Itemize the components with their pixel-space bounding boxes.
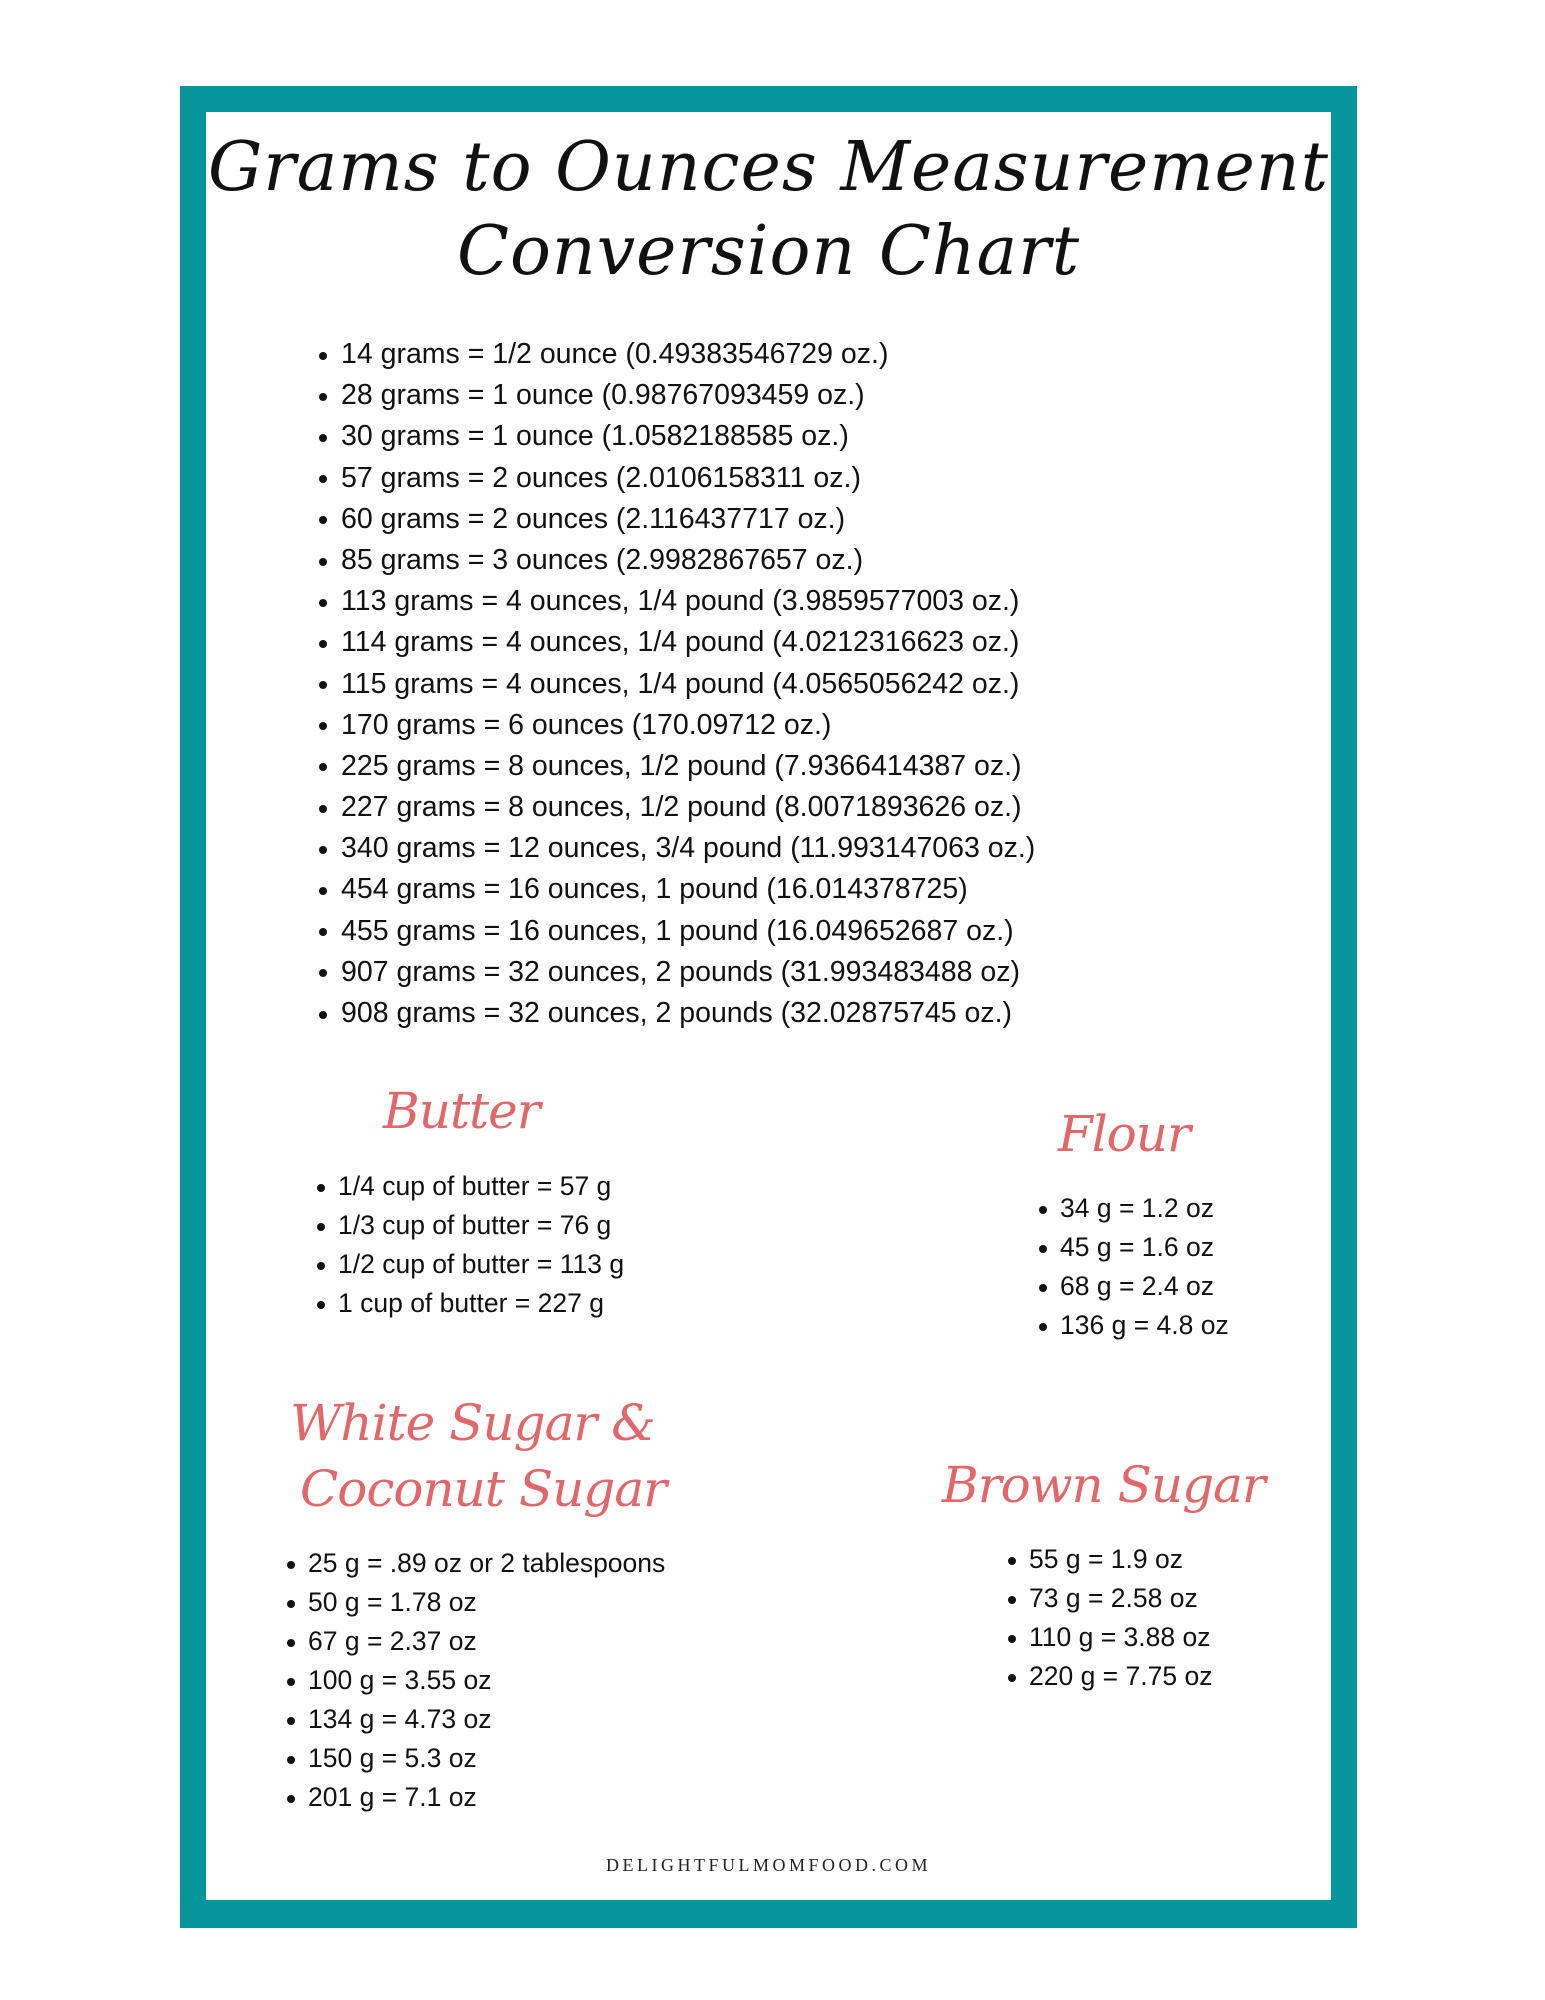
list-item: 85 grams = 3 ounces (2.9982867657 oz.) [318, 540, 1035, 581]
white-sugar-heading-line2: Coconut Sugar [300, 1460, 667, 1518]
list-item: 227 grams = 8 ounces, 1/2 pound (8.00718… [318, 787, 1035, 828]
list-item: 225 grams = 8 ounces, 1/2 pound (7.93664… [318, 746, 1035, 787]
white-sugar-heading-line1: White Sugar & [290, 1394, 656, 1452]
white-sugar-list: 25 g = .89 oz or 2 tablespoons 50 g = 1.… [286, 1544, 665, 1817]
list-item: 454 grams = 16 ounces, 1 pound (16.01437… [318, 869, 1035, 910]
list-item: 100 g = 3.55 oz [286, 1661, 665, 1700]
list-item: 60 grams = 2 ounces (2.116437717 oz.) [318, 499, 1035, 540]
page-title-line2: Conversion Chart [456, 212, 1081, 291]
list-item: 30 grams = 1 ounce (1.0582188585 oz.) [318, 416, 1035, 457]
list-item: 50 g = 1.78 oz [286, 1583, 665, 1622]
list-item: 1/4 cup of butter = 57 g [316, 1167, 624, 1206]
list-item: 1 cup of butter = 227 g [316, 1284, 624, 1323]
conversion-list: 14 grams = 1/2 ounce (0.49383546729 oz.)… [318, 334, 1035, 1034]
list-item: 57 grams = 2 ounces (2.0106158311 oz.) [318, 458, 1035, 499]
list-item: 220 g = 7.75 oz [1007, 1657, 1212, 1696]
list-item: 110 g = 3.88 oz [1007, 1618, 1212, 1657]
list-item: 170 grams = 6 ounces (170.09712 oz.) [318, 705, 1035, 746]
list-item: 455 grams = 16 ounces, 1 pound (16.04965… [318, 911, 1035, 952]
brown-sugar-heading: Brown Sugar [942, 1456, 1266, 1514]
list-item: 201 g = 7.1 oz [286, 1778, 665, 1817]
list-item: 25 g = .89 oz or 2 tablespoons [286, 1544, 665, 1583]
list-item: 55 g = 1.9 oz [1007, 1540, 1212, 1579]
list-item: 68 g = 2.4 oz [1039, 1267, 1229, 1306]
list-item: 34 g = 1.2 oz [1039, 1189, 1229, 1228]
list-item: 45 g = 1.6 oz [1039, 1228, 1229, 1267]
page-card [206, 112, 1331, 1900]
list-item: 14 grams = 1/2 ounce (0.49383546729 oz.) [318, 334, 1035, 375]
list-item: 136 g = 4.8 oz [1039, 1306, 1229, 1345]
list-item: 340 grams = 12 ounces, 3/4 pound (11.993… [318, 828, 1035, 869]
list-item: 113 grams = 4 ounces, 1/4 pound (3.98595… [318, 581, 1035, 622]
butter-list: 1/4 cup of butter = 57 g 1/3 cup of butt… [316, 1167, 624, 1323]
list-item: 114 grams = 4 ounces, 1/4 pound (4.02123… [318, 622, 1035, 663]
list-item: 150 g = 5.3 oz [286, 1739, 665, 1778]
list-item: 908 grams = 32 ounces, 2 pounds (32.0287… [318, 993, 1035, 1034]
list-item: 907 grams = 32 ounces, 2 pounds (31.9934… [318, 952, 1035, 993]
butter-heading: Butter [383, 1082, 541, 1140]
page-title-line1: Grams to Ounces Measurement [207, 128, 1330, 207]
list-item: 1/2 cup of butter = 113 g [316, 1245, 624, 1284]
list-item: 134 g = 4.73 oz [286, 1700, 665, 1739]
website-footer: DELIGHTFULMOMFOOD.COM [605, 1855, 931, 1875]
flour-list: 34 g = 1.2 oz 45 g = 1.6 oz 68 g = 2.4 o… [1039, 1189, 1229, 1345]
brown-sugar-list: 55 g = 1.9 oz 73 g = 2.58 oz 110 g = 3.8… [1007, 1540, 1212, 1696]
flour-heading: Flour [1058, 1105, 1191, 1163]
list-item: 67 g = 2.37 oz [286, 1622, 665, 1661]
list-item: 28 grams = 1 ounce (0.98767093459 oz.) [318, 375, 1035, 416]
list-item: 73 g = 2.58 oz [1007, 1579, 1212, 1618]
list-item: 115 grams = 4 ounces, 1/4 pound (4.05650… [318, 664, 1035, 705]
list-item: 1/3 cup of butter = 76 g [316, 1206, 624, 1245]
